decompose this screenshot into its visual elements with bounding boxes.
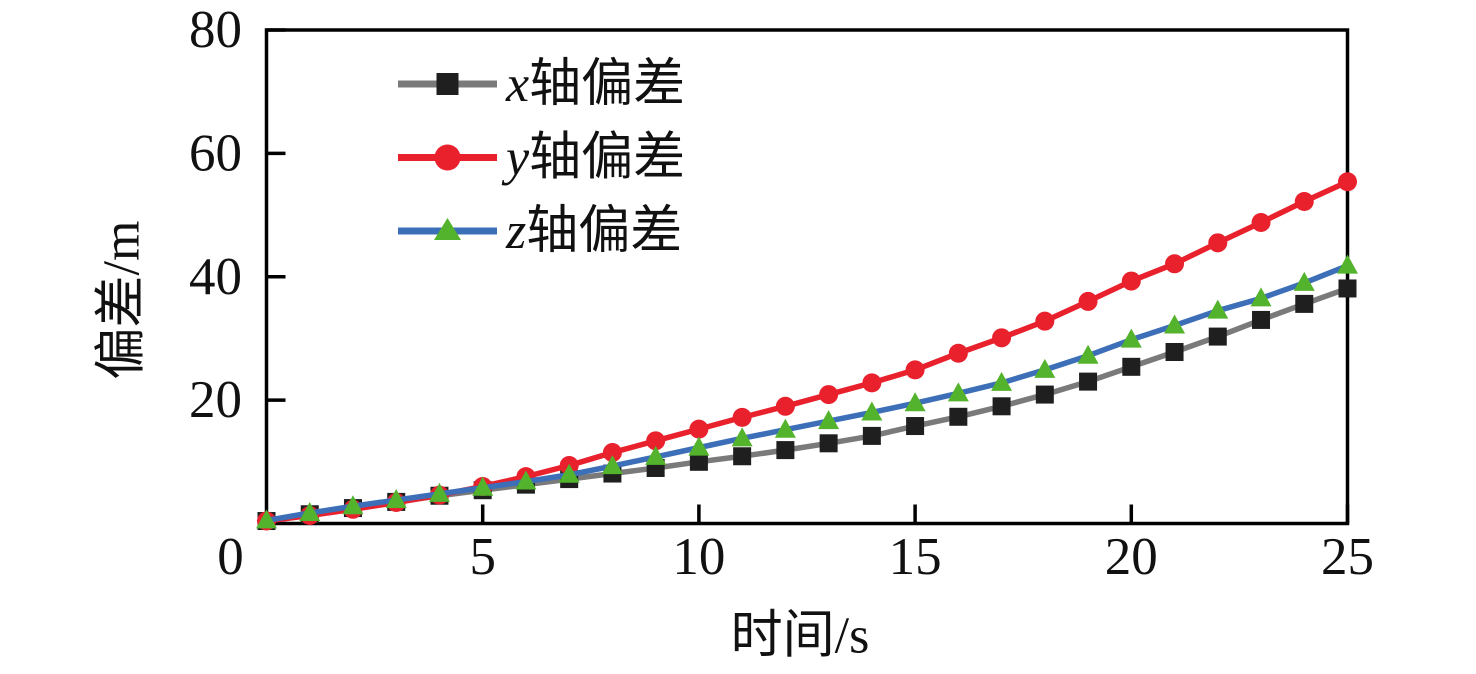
- legend-label-x: x轴偏差: [505, 56, 685, 113]
- legend-label-z: z轴偏差: [505, 203, 682, 260]
- x-tick-label: 10: [672, 528, 725, 586]
- circle-marker-icon: [1165, 254, 1185, 274]
- legend: x轴偏差 y轴偏差 z轴偏差: [398, 56, 685, 260]
- circle-marker-icon: [948, 343, 968, 363]
- y-tick-label: 40: [189, 248, 242, 306]
- circle-marker-icon: [905, 360, 925, 380]
- square-marker-icon: [1208, 327, 1227, 346]
- circle-marker-icon: [646, 431, 666, 451]
- square-marker-icon: [949, 407, 968, 426]
- legend-suffix-y: 轴偏差: [529, 129, 685, 186]
- square-marker-icon: [1295, 294, 1314, 313]
- legend-var-y: y: [501, 129, 530, 186]
- circle-marker-icon: [434, 144, 461, 171]
- triangle-marker-icon: [558, 463, 580, 483]
- y-axis-ticks: 20 40 60 80: [189, 1, 286, 429]
- series-y-axis: [257, 172, 1357, 531]
- triangle-marker-icon: [904, 392, 926, 412]
- square-marker-icon: [906, 417, 925, 436]
- square-marker-icon: [819, 434, 838, 453]
- square-marker-icon: [733, 447, 752, 466]
- circle-marker-icon: [1121, 271, 1141, 291]
- triangle-marker-icon: [645, 445, 667, 465]
- triangle-marker-icon: [472, 476, 494, 496]
- circle-marker-icon: [689, 419, 709, 439]
- triangle-marker-icon: [1207, 299, 1229, 319]
- x-axis-ticks: 0 5 10 15 20 25: [217, 504, 1374, 586]
- triangle-marker-icon: [1337, 254, 1358, 274]
- circle-marker-icon: [1251, 212, 1271, 232]
- legend-var-z: z: [505, 203, 526, 260]
- y-tick-label: 20: [189, 371, 242, 429]
- legend-item-y-axis: y轴偏差: [398, 129, 685, 186]
- x-tick-label: 25: [1321, 528, 1374, 586]
- square-marker-icon: [1165, 343, 1184, 362]
- triangle-marker-icon: [731, 427, 753, 447]
- circle-marker-icon: [992, 328, 1012, 348]
- triangle-marker-icon: [688, 436, 710, 456]
- triangle-marker-icon: [428, 482, 450, 502]
- square-marker-icon: [689, 452, 708, 471]
- legend-item-z-axis: z轴偏差: [398, 203, 682, 260]
- triangle-marker-icon: [515, 470, 537, 490]
- series-line-z: [263, 262, 1351, 524]
- triangle-marker-icon: [1164, 314, 1186, 334]
- legend-var-x: x: [505, 56, 529, 113]
- square-marker-icon: [776, 441, 795, 460]
- circle-marker-icon: [1035, 311, 1055, 331]
- triangle-marker-icon: [299, 502, 321, 522]
- triangle-marker-icon: [601, 455, 623, 475]
- square-marker-icon: [1035, 385, 1054, 404]
- y-tick-label: 60: [189, 124, 242, 182]
- triangle-marker-icon: [991, 371, 1013, 391]
- y-axis-title: 偏差/m: [94, 221, 151, 380]
- x-tick-label: 20: [1105, 528, 1158, 586]
- triangle-marker-icon: [818, 410, 840, 430]
- circle-marker-icon: [1338, 172, 1357, 192]
- square-marker-icon: [862, 426, 881, 445]
- x-tick-label: 5: [469, 528, 496, 586]
- series-z-axis: [256, 254, 1358, 529]
- triangle-marker-icon: [1293, 271, 1315, 291]
- square-marker-icon: [1122, 357, 1141, 376]
- legend-suffix-z: 轴偏差: [526, 203, 682, 260]
- legend-label-y: y轴偏差: [501, 129, 685, 186]
- legend-suffix-x: 轴偏差: [529, 56, 685, 113]
- square-marker-icon: [436, 73, 459, 95]
- triangle-marker-icon: [774, 418, 796, 438]
- circle-marker-icon: [732, 407, 752, 427]
- circle-marker-icon: [862, 373, 882, 393]
- circle-marker-icon: [1294, 191, 1314, 211]
- y-tick-label: 80: [189, 1, 242, 59]
- circle-marker-icon: [819, 385, 839, 405]
- square-marker-icon: [1338, 279, 1357, 298]
- series-group: [256, 172, 1358, 531]
- x-tick-label: 15: [889, 528, 942, 586]
- triangle-marker-icon: [1077, 344, 1099, 364]
- circle-marker-icon: [602, 443, 622, 463]
- square-marker-icon: [992, 397, 1011, 416]
- x-tick-label: 0: [217, 528, 244, 586]
- triangle-marker-icon: [947, 382, 969, 402]
- triangle-marker-icon: [1250, 287, 1272, 307]
- triangle-marker-icon: [1034, 358, 1056, 378]
- triangle-marker-icon: [1120, 328, 1142, 348]
- square-marker-icon: [1252, 310, 1271, 329]
- circle-marker-icon: [775, 396, 795, 416]
- triangle-marker-icon: [861, 401, 883, 421]
- x-axis-title: 时间/s: [731, 608, 870, 665]
- circle-marker-icon: [1208, 233, 1228, 253]
- triangle-marker-icon: [434, 218, 461, 240]
- legend-item-x-axis: x轴偏差: [398, 56, 685, 113]
- triangle-marker-icon: [342, 495, 364, 515]
- circle-marker-icon: [1078, 291, 1098, 311]
- triangle-marker-icon: [385, 489, 407, 509]
- triangle-marker-icon: [256, 509, 277, 529]
- square-marker-icon: [1079, 372, 1098, 391]
